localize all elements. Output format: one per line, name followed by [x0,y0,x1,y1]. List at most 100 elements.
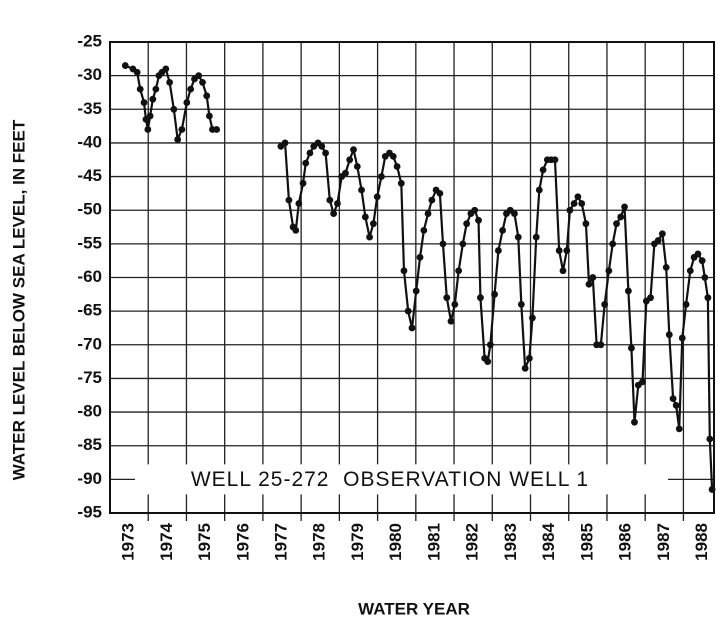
data-point [322,149,330,157]
data-point [585,280,593,288]
data-point [555,247,563,254]
data-point [582,220,590,228]
y-tick-label: -75 [77,368,102,387]
data-point [475,216,482,224]
data-point [292,227,300,234]
x-tick-label: 1974 [157,522,176,560]
data-point [306,149,314,157]
data-point [178,126,186,133]
data-point [140,99,148,106]
x-tick-label: 1988 [692,523,711,561]
x-tick-label: 1985 [577,523,596,561]
data-point [624,287,632,295]
data-point [566,206,574,214]
data-point [342,169,349,177]
data-point [378,173,385,180]
data-point [682,301,690,308]
data-point [511,210,518,217]
y-tick-label: -95 [77,502,102,521]
y-tick-label: -85 [77,435,102,454]
data-point [686,267,694,275]
data-point [601,301,609,308]
data-point [428,196,436,204]
data-point [578,200,586,207]
data-point [708,486,716,493]
data-point [459,240,467,248]
data-point [694,250,702,258]
x-tick-label: 1983 [501,523,520,561]
data-point [525,354,533,362]
data-point [285,196,293,204]
y-axis-title: WATER LEVEL BELOW SEA LEVEL, IN FEET [9,119,28,480]
x-tick-label: 1977 [272,523,291,561]
data-point [389,152,397,160]
data-point [447,317,455,325]
data-point [532,233,540,241]
data-point [393,163,401,170]
data-point [455,267,463,275]
y-tick-label: -65 [77,301,102,320]
data-point [574,193,582,201]
data-point [617,213,625,221]
data-point [559,267,567,275]
data-point [647,294,654,302]
y-tick-label: -55 [77,233,102,252]
data-point [199,78,206,86]
data-point [597,341,605,349]
data-point [295,200,303,207]
data-point [121,62,129,69]
data-point [654,237,662,244]
data-point [166,78,174,86]
data-point [408,324,416,332]
data-point [639,378,646,386]
data-point [491,290,498,298]
data-point [658,230,666,238]
data-point [439,240,447,248]
data-point [187,85,195,93]
data-point [451,301,459,308]
data-point [486,341,494,349]
data-point [373,193,381,201]
data-point [613,220,620,228]
data-point [521,364,529,372]
data-point [589,274,597,281]
annotation: WELL 25-272 OBSERVATION WELL 1 [191,468,589,491]
y-tick-label: -40 [77,132,102,151]
x-tick-label: 1979 [348,523,367,561]
data-point [205,112,213,120]
y-tick-label: -30 [77,65,102,84]
y-tick-label: -60 [77,267,102,286]
data-point [152,85,160,93]
data-point [539,166,547,174]
data-point [203,92,211,100]
data-point [609,240,617,248]
data-point [669,395,677,403]
x-axis-title: WATER YEAR [358,599,470,618]
data-point [358,186,365,194]
x-tick-label: 1986 [616,523,635,561]
data-point [162,65,170,73]
data-point [412,287,420,295]
x-tick-label: 1982 [463,523,482,561]
data-point [183,99,191,106]
data-point [463,220,471,228]
data-point [514,233,522,241]
data-point [672,401,680,409]
data-point [529,314,536,322]
data-line [280,140,714,490]
x-tick-label: 1980 [386,523,405,561]
data-point [334,200,341,207]
data-point [397,179,405,187]
data-point [698,257,706,265]
data-point [366,233,373,241]
data-point [133,68,141,76]
data-point [416,253,424,261]
x-tick-label: 1976 [233,523,252,561]
data-point [706,435,714,443]
data-point [195,72,203,80]
data-point [170,105,178,113]
data-point [628,344,635,352]
y-tick-label: -35 [77,99,102,118]
data-point [281,139,289,147]
data-point [149,95,157,103]
